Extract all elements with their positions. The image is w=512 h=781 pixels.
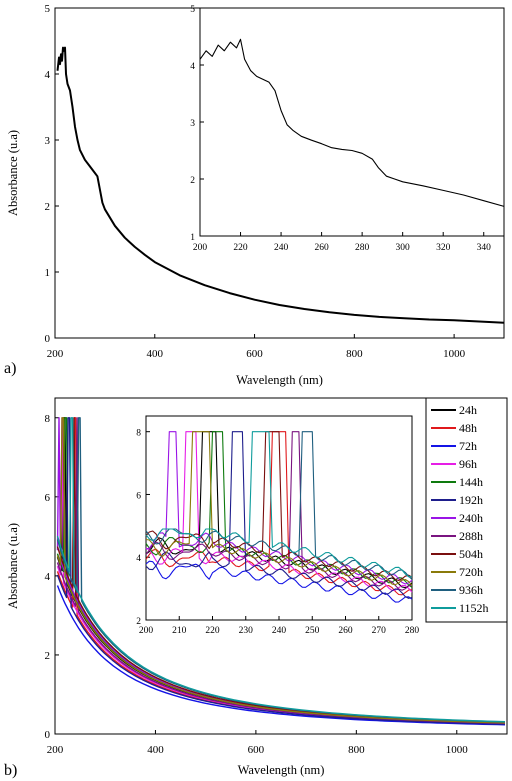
panel-b-inset-series-line-7 <box>145 431 413 591</box>
legend-label-504h: 504h <box>459 547 483 561</box>
panel-a-x-tick-label: 1000 <box>443 348 466 360</box>
panel-a-inset-y-tick-label: 5 <box>190 5 195 15</box>
legend-label-48h: 48h <box>459 421 477 435</box>
panel-b-legend-box <box>425 397 508 623</box>
panel-a-inset-y-tick-label: 4 <box>190 62 195 72</box>
panel-b-x-tick-label: 400 <box>147 744 164 756</box>
panel-a-inset-x-tick-label: 220 <box>233 243 248 253</box>
panel-b-inset-x-tick-label: 250 <box>305 626 320 636</box>
panel-a-inset-series-line-0 <box>199 38 505 207</box>
panel-a-x-axis-label: Wavelength (nm) <box>236 373 323 387</box>
legend-label-288h: 288h <box>459 529 483 543</box>
panel-a-x-tick-label: 600 <box>246 348 263 360</box>
panel-b-inset-x-tick-label: 210 <box>172 626 187 636</box>
panel-b-inset-series-line-11 <box>145 431 413 578</box>
panel-b-x-tick-label: 1000 <box>446 744 469 756</box>
panel-a-inset-y-tick-label: 2 <box>190 176 195 186</box>
panel-b-inset-x-tick-label: 280 <box>405 626 420 636</box>
panel-a-x-tick-label: 800 <box>346 348 363 360</box>
legend-label-936h: 936h <box>459 583 483 597</box>
panel-a-inset-x-tick-label: 340 <box>477 243 492 253</box>
panel-a-inset-x-tick-label: 300 <box>396 243 411 253</box>
legend-label-72h: 72h <box>459 439 477 453</box>
legend-label-96h: 96h <box>459 457 477 471</box>
panel-b-y-tick-label: 2 <box>45 650 51 662</box>
panel-a-x-tick-label: 400 <box>147 348 164 360</box>
panel-b-x-tick-label: 200 <box>47 744 64 756</box>
panel-b-inset-y-tick-label: 4 <box>136 554 141 564</box>
legend-label-192h: 192h <box>459 493 483 507</box>
panel-b-y-tick-label: 6 <box>45 492 51 504</box>
panel-a-y-tick-label: 2 <box>45 201 51 213</box>
panel-a-inset-x-tick-label: 320 <box>436 243 451 253</box>
panel-b-inset-series-line-9 <box>145 431 413 586</box>
panel-b-series-line-2 <box>56 585 506 726</box>
legend-label-24h: 24h <box>459 403 477 417</box>
panel-a-inset-x-tick-label: 280 <box>355 243 370 253</box>
panel-b-chart: 200 400 600 800 1000 0 2 4 6 8 Wavelength (nm) Abso… <box>4 397 508 779</box>
panel-a-inset-x-tick-label: 260 <box>314 243 329 253</box>
panel-a-inset-y-tick-label: 3 <box>190 119 195 129</box>
panel-b-x-axis-label: Wavelength (nm) <box>238 763 325 777</box>
panel-b-inset-x-tick-label: 230 <box>239 626 254 636</box>
panel-a-y-tick-label: 5 <box>45 3 51 15</box>
panel-b-inset-y-tick-label: 2 <box>136 617 141 627</box>
panel-a-chart: 200 400 600 800 1000 0 1 2 3 4 5 Wavelength (nm) Abs… <box>4 3 505 387</box>
panel-b-y-tick-label: 4 <box>45 571 51 583</box>
panel-b-letter: b) <box>4 762 17 779</box>
panel-a-inset-x-tick-label: 200 <box>193 243 208 253</box>
panel-a-series-line-0 <box>56 46 505 324</box>
panel-a-y-axis-label: Absorbance (u.a) <box>6 130 20 216</box>
panel-b-inset-x-tick-label: 270 <box>372 626 387 636</box>
panel-b-x-tick-label: 600 <box>248 744 265 756</box>
panel-b-inset-series-line-2 <box>145 560 413 603</box>
panel-a-letter: a) <box>4 360 16 377</box>
panel-b-inset-y-tick-label: 8 <box>136 429 141 439</box>
panel-b-series-line-5 <box>56 417 506 725</box>
panel-b-inset-y-tick-label: 6 <box>136 491 141 501</box>
panel-b-y-axis-label: Absorbance (u.a) <box>6 523 20 609</box>
panel-a-x-tick-label: 200 <box>47 348 64 360</box>
panel-a-y-tick-label: 1 <box>45 267 51 279</box>
panel-b-inset-x-tick-label: 260 <box>338 626 353 636</box>
panel-b-inset-series-line-5 <box>145 431 413 599</box>
panel-a-inset-x-tick-label: 240 <box>274 243 289 253</box>
panel-b-inset-x-tick-label: 220 <box>205 626 220 636</box>
legend-label-144h: 144h <box>459 475 483 489</box>
panel-b-series-line-11 <box>56 417 506 723</box>
panel-b-inset-x-tick-label: 240 <box>272 626 287 636</box>
panel-a-y-tick-label: 4 <box>45 69 51 81</box>
panel-b-series-line-9 <box>56 417 506 724</box>
panel-b-y-tick-label: 0 <box>45 729 51 741</box>
panel-b-inset-x-tick-label: 200 <box>139 626 154 636</box>
panel-a-inset-y-tick-label: 1 <box>190 233 195 243</box>
panel-b-x-tick-label: 800 <box>348 744 365 756</box>
legend-label-240h: 240h <box>459 511 483 525</box>
panel-a-inset-frame <box>199 7 505 237</box>
legend-label-720h: 720h <box>459 565 483 579</box>
panel-b-y-tick-label: 8 <box>45 413 51 425</box>
panel-a-y-tick-label: 3 <box>45 135 51 147</box>
panel-a-y-tick-label: 0 <box>45 333 51 345</box>
legend-label-1152h: 1152h <box>459 601 489 615</box>
